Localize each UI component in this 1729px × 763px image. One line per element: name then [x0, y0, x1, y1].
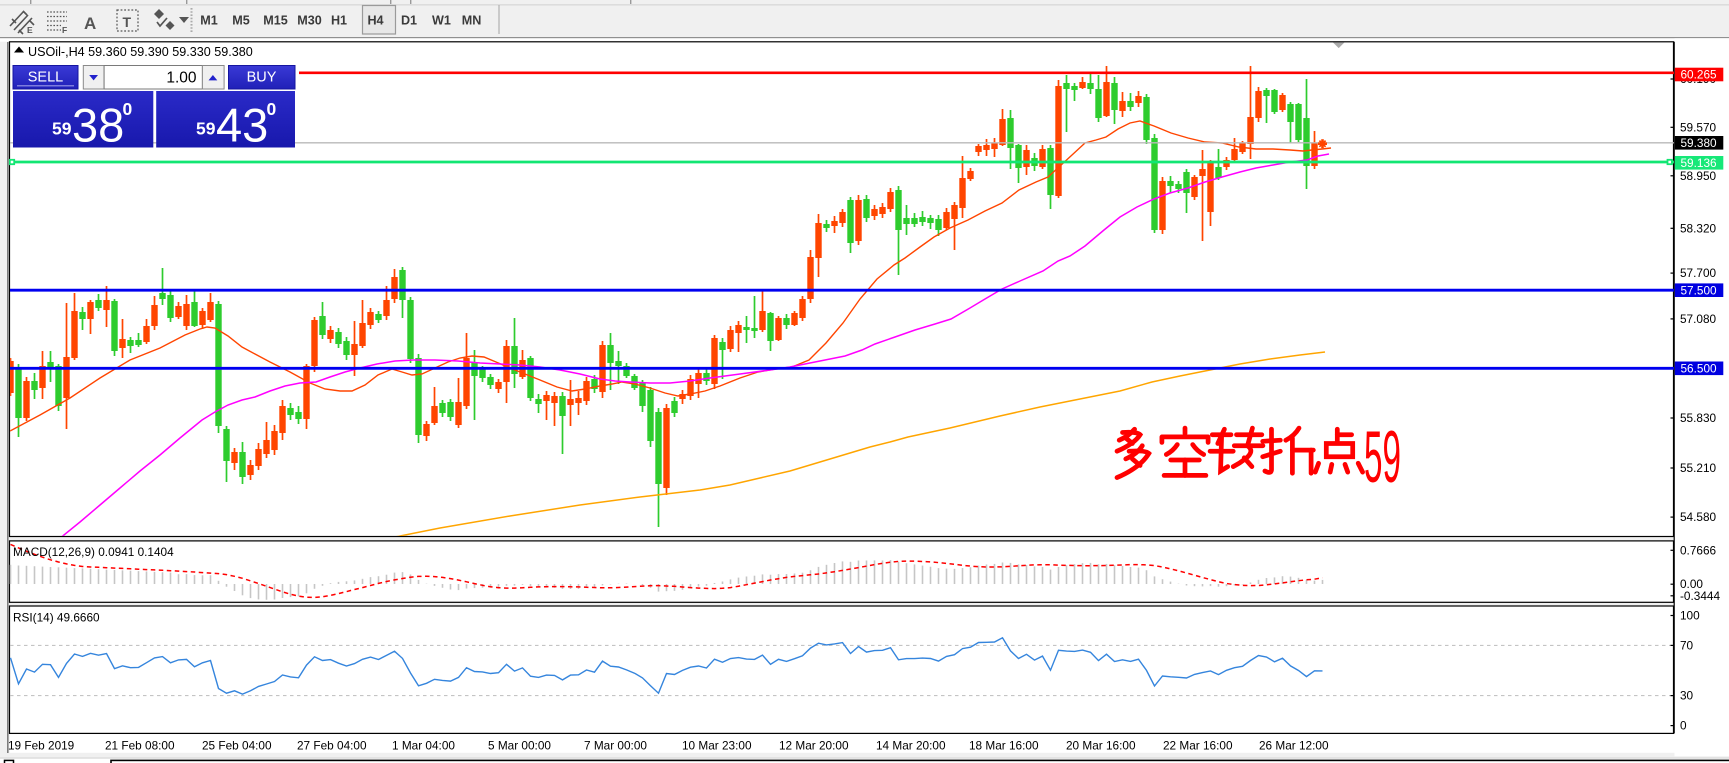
- svg-text:0: 0: [1680, 719, 1687, 733]
- svg-text:H1: H1: [331, 14, 347, 28]
- svg-text:59.136: 59.136: [1681, 156, 1718, 170]
- svg-text:54.580: 54.580: [1680, 510, 1717, 524]
- svg-text:T: T: [123, 14, 132, 30]
- svg-text:14 Mar 20:00: 14 Mar 20:00: [876, 739, 946, 753]
- svg-text:57.080: 57.080: [1680, 312, 1717, 326]
- svg-text:M5: M5: [232, 14, 250, 28]
- svg-text:59.570: 59.570: [1680, 120, 1717, 134]
- svg-text:60.265: 60.265: [1681, 68, 1718, 82]
- svg-text:-0.3444: -0.3444: [1680, 589, 1720, 603]
- svg-text:7 Mar 00:00: 7 Mar 00:00: [584, 739, 647, 753]
- svg-text:20 Mar 16:00: 20 Mar 16:00: [1066, 739, 1136, 753]
- svg-text:59: 59: [196, 119, 216, 139]
- svg-text:59.380: 59.380: [1681, 136, 1718, 150]
- svg-text:0: 0: [123, 99, 133, 119]
- svg-text:H4: H4: [367, 14, 383, 28]
- svg-text:100: 100: [1680, 609, 1700, 623]
- svg-text:MACD(12,26,9) 0.0941 0.1404: MACD(12,26,9) 0.0941 0.1404: [13, 545, 174, 559]
- svg-text:MN: MN: [462, 14, 482, 28]
- svg-text:58.320: 58.320: [1680, 221, 1717, 235]
- svg-text:0.00: 0.00: [1680, 577, 1703, 591]
- svg-text:55.210: 55.210: [1680, 461, 1717, 475]
- svg-text:38: 38: [72, 99, 124, 152]
- svg-text:30: 30: [1680, 689, 1694, 703]
- svg-text:A: A: [84, 14, 96, 33]
- svg-text:BUY: BUY: [247, 70, 277, 86]
- svg-text:26 Mar 12:00: 26 Mar 12:00: [1259, 739, 1329, 753]
- svg-text:F: F: [62, 25, 67, 35]
- svg-text:25 Feb 04:00: 25 Feb 04:00: [202, 739, 272, 753]
- svg-text:57.700: 57.700: [1680, 266, 1717, 280]
- svg-text:M30: M30: [297, 14, 322, 28]
- svg-text:22 Mar 16:00: 22 Mar 16:00: [1163, 739, 1233, 753]
- svg-text:0.7666: 0.7666: [1680, 543, 1717, 557]
- svg-text:E: E: [27, 25, 33, 35]
- svg-text:RSI(14) 49.6660: RSI(14) 49.6660: [13, 611, 100, 625]
- svg-text:58.950: 58.950: [1680, 169, 1717, 183]
- svg-text:56.500: 56.500: [1681, 362, 1718, 376]
- svg-text:57.500: 57.500: [1681, 283, 1718, 297]
- svg-text:10 Mar 23:00: 10 Mar 23:00: [682, 739, 752, 753]
- svg-text:18 Mar 16:00: 18 Mar 16:00: [969, 739, 1039, 753]
- svg-text:19 Feb 2019: 19 Feb 2019: [8, 739, 74, 753]
- svg-text:27 Feb 04:00: 27 Feb 04:00: [297, 739, 367, 753]
- svg-text:M1: M1: [200, 14, 218, 28]
- svg-text:21 Feb 08:00: 21 Feb 08:00: [105, 739, 175, 753]
- svg-text:D1: D1: [401, 14, 417, 28]
- svg-text:12 Mar 20:00: 12 Mar 20:00: [779, 739, 849, 753]
- svg-text:59: 59: [52, 119, 72, 139]
- svg-text:59: 59: [1364, 417, 1401, 498]
- svg-text:43: 43: [216, 99, 268, 152]
- svg-text:1.00: 1.00: [166, 70, 197, 87]
- svg-text:USOil-,H4 59.360 59.390 59.33: USOil-,H4 59.360 59.390 59.330 59.380: [28, 45, 253, 59]
- svg-text:0: 0: [267, 99, 277, 119]
- svg-text:M15: M15: [263, 14, 288, 28]
- svg-text:W1: W1: [432, 14, 451, 28]
- svg-text:55.830: 55.830: [1680, 411, 1717, 425]
- svg-text:70: 70: [1680, 638, 1694, 652]
- svg-text:SELL: SELL: [28, 70, 63, 86]
- svg-text:1 Mar 04:00: 1 Mar 04:00: [392, 739, 455, 753]
- svg-text:5 Mar 00:00: 5 Mar 00:00: [488, 739, 551, 753]
